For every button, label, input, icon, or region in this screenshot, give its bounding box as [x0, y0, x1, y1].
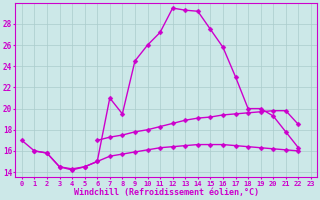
X-axis label: Windchill (Refroidissement éolien,°C): Windchill (Refroidissement éolien,°C) — [74, 188, 259, 197]
